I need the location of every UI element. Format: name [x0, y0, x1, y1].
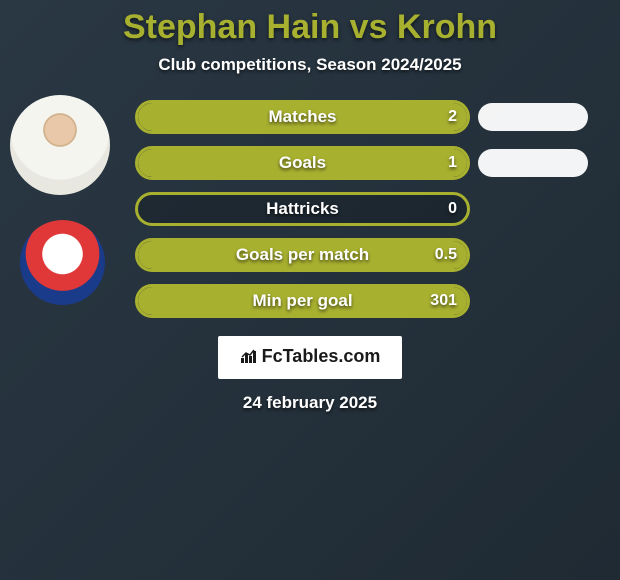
stat-pill-right: [478, 103, 588, 131]
stats-area: Matches2 Goals1 Hattricks0 Goals per match0…: [0, 100, 620, 318]
stat-row: Hattricks0: [135, 192, 610, 226]
stat-row: Goals1: [135, 146, 610, 180]
brand-box[interactable]: FcTables.com: [218, 336, 403, 379]
footer: FcTables.com 24 february 2025: [0, 336, 620, 413]
chart-icon: [240, 348, 258, 369]
stat-value-left: 0: [448, 200, 457, 218]
stat-pill-left: Goals1: [135, 146, 470, 180]
avatars: [10, 95, 110, 305]
stat-pill-fill: [138, 287, 467, 315]
page-title: Stephan Hain vs Krohn: [0, 8, 620, 47]
stat-row: Min per goal301: [135, 284, 610, 318]
club-badge: [20, 220, 105, 305]
stat-row: Goals per match0.5: [135, 238, 610, 272]
stat-row: Matches2: [135, 100, 610, 134]
stat-pill-left: Matches2: [135, 100, 470, 134]
stat-label: Hattricks: [138, 199, 467, 219]
stat-pill-fill: [138, 241, 467, 269]
stat-pill-fill: [138, 149, 467, 177]
stat-value-left: 0.5: [435, 246, 457, 264]
stat-pill-left: Hattricks0: [135, 192, 470, 226]
subtitle: Club competitions, Season 2024/2025: [0, 55, 620, 75]
stat-value-left: 1: [448, 154, 457, 172]
brand-label: FcTables.com: [262, 346, 381, 366]
stat-pill-left: Goals per match0.5: [135, 238, 470, 272]
stat-value-left: 2: [448, 108, 457, 126]
stat-pill-fill: [138, 103, 467, 131]
date-label: 24 february 2025: [0, 393, 620, 413]
stat-value-left: 301: [430, 292, 457, 310]
stat-pill-right: [478, 149, 588, 177]
player-avatar: [10, 95, 110, 195]
stat-pill-left: Min per goal301: [135, 284, 470, 318]
